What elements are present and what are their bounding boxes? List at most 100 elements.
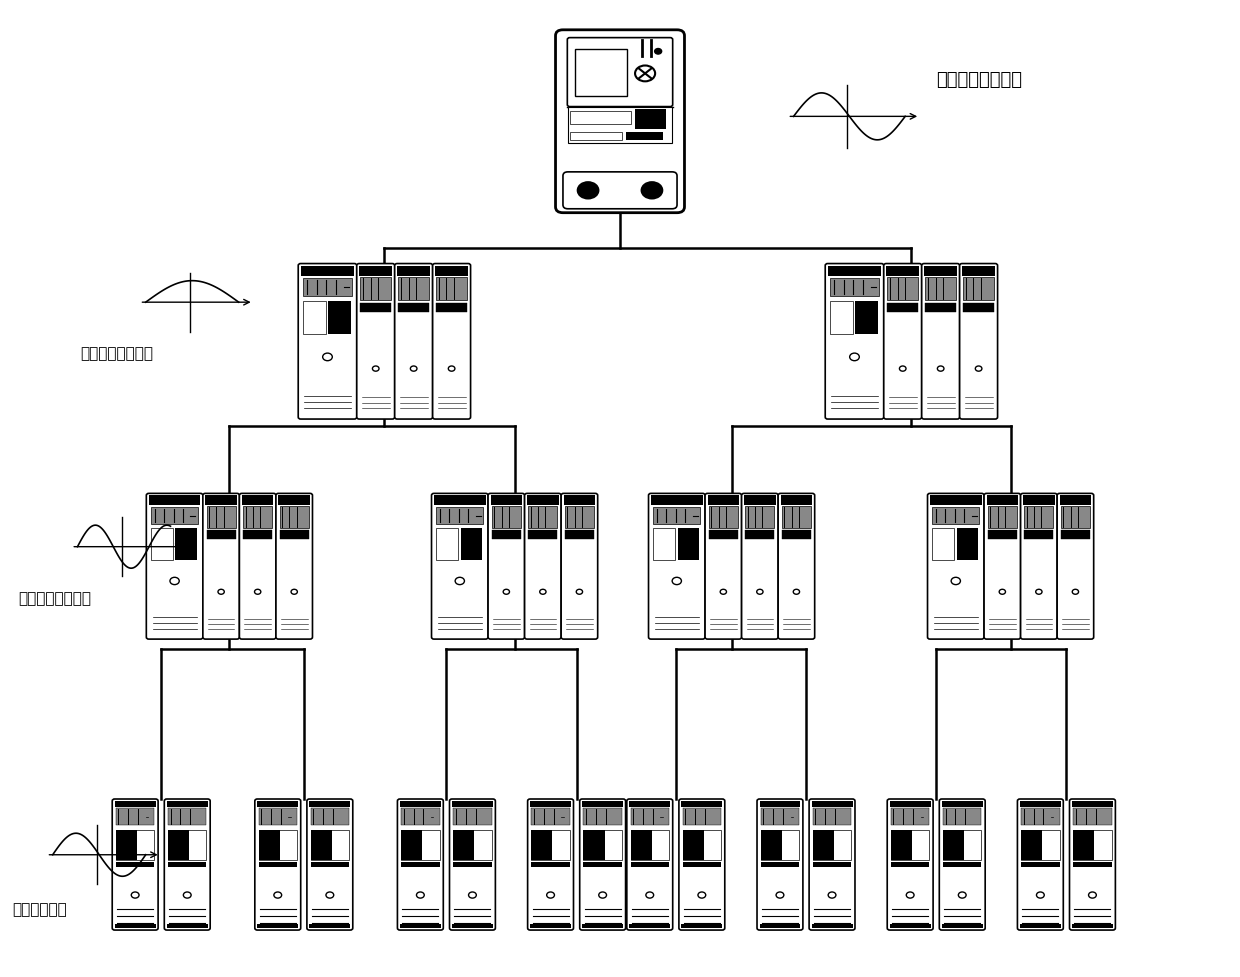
Circle shape: [849, 354, 859, 361]
Bar: [280, 507, 309, 528]
FancyBboxPatch shape: [397, 799, 443, 930]
Bar: [258, 924, 299, 928]
Bar: [925, 304, 956, 313]
Circle shape: [503, 590, 510, 595]
Bar: [401, 830, 423, 861]
FancyBboxPatch shape: [568, 39, 672, 107]
Bar: [944, 830, 965, 861]
Bar: [258, 801, 299, 807]
Bar: [398, 304, 429, 313]
Bar: [436, 529, 458, 560]
Bar: [683, 830, 704, 861]
Bar: [361, 304, 391, 313]
Bar: [397, 266, 430, 276]
FancyBboxPatch shape: [298, 265, 357, 420]
Circle shape: [672, 577, 682, 585]
Bar: [925, 277, 956, 301]
FancyBboxPatch shape: [357, 265, 394, 420]
Bar: [944, 862, 982, 867]
Circle shape: [776, 892, 784, 898]
Circle shape: [906, 892, 914, 898]
Bar: [781, 496, 812, 506]
Bar: [584, 809, 622, 825]
Bar: [1074, 809, 1112, 825]
Bar: [888, 304, 918, 313]
Bar: [682, 801, 723, 807]
Circle shape: [170, 577, 180, 585]
FancyBboxPatch shape: [884, 265, 921, 420]
Bar: [1074, 830, 1095, 861]
Bar: [149, 496, 201, 506]
Text: 接收户变识别信号: 接收户变识别信号: [936, 71, 1022, 89]
Bar: [303, 278, 352, 297]
FancyBboxPatch shape: [203, 494, 239, 640]
Bar: [1022, 830, 1043, 861]
Bar: [761, 809, 800, 825]
Bar: [631, 830, 652, 861]
Bar: [677, 529, 699, 560]
Bar: [745, 507, 775, 528]
Circle shape: [455, 577, 465, 585]
Circle shape: [322, 354, 332, 361]
Bar: [631, 809, 670, 825]
Bar: [1061, 507, 1090, 528]
Text: 接收分支识别信号: 接收分支识别信号: [19, 590, 92, 606]
Bar: [708, 496, 739, 506]
Bar: [175, 529, 197, 560]
Bar: [1022, 809, 1059, 825]
Bar: [1022, 830, 1059, 861]
Bar: [531, 801, 572, 807]
Bar: [114, 801, 156, 807]
FancyBboxPatch shape: [649, 494, 706, 640]
Circle shape: [951, 577, 961, 585]
Bar: [242, 496, 274, 506]
Circle shape: [539, 590, 546, 595]
Text: 产生识别信号: 产生识别信号: [12, 901, 67, 916]
Bar: [653, 508, 701, 525]
Bar: [454, 862, 491, 867]
Circle shape: [417, 892, 424, 898]
Bar: [761, 830, 782, 861]
Circle shape: [326, 892, 334, 898]
Bar: [243, 531, 273, 539]
Bar: [942, 924, 983, 928]
Bar: [166, 924, 207, 928]
Bar: [279, 496, 310, 506]
FancyBboxPatch shape: [779, 494, 815, 640]
Bar: [259, 862, 298, 867]
Bar: [1071, 801, 1114, 807]
Bar: [259, 830, 280, 861]
Bar: [570, 133, 622, 142]
FancyBboxPatch shape: [432, 494, 489, 640]
Circle shape: [131, 892, 139, 898]
FancyBboxPatch shape: [394, 265, 433, 420]
Circle shape: [937, 366, 944, 372]
Bar: [492, 531, 521, 539]
Circle shape: [756, 590, 763, 595]
Bar: [944, 809, 982, 825]
Bar: [460, 529, 482, 560]
Bar: [401, 809, 439, 825]
Bar: [528, 531, 558, 539]
Bar: [492, 507, 521, 528]
FancyBboxPatch shape: [528, 799, 573, 930]
Bar: [206, 496, 237, 506]
Bar: [651, 496, 703, 506]
Bar: [1024, 507, 1054, 528]
FancyBboxPatch shape: [1058, 494, 1094, 640]
Bar: [942, 801, 983, 807]
Bar: [630, 801, 671, 807]
Bar: [709, 507, 738, 528]
FancyBboxPatch shape: [1021, 494, 1058, 640]
Bar: [532, 862, 570, 867]
Bar: [1019, 801, 1060, 807]
Bar: [887, 266, 919, 276]
Bar: [583, 924, 624, 928]
Circle shape: [1089, 892, 1096, 898]
Bar: [117, 830, 154, 861]
Circle shape: [469, 892, 476, 898]
FancyBboxPatch shape: [1069, 799, 1116, 930]
Bar: [856, 302, 878, 335]
Circle shape: [1035, 590, 1042, 595]
Bar: [782, 507, 811, 528]
